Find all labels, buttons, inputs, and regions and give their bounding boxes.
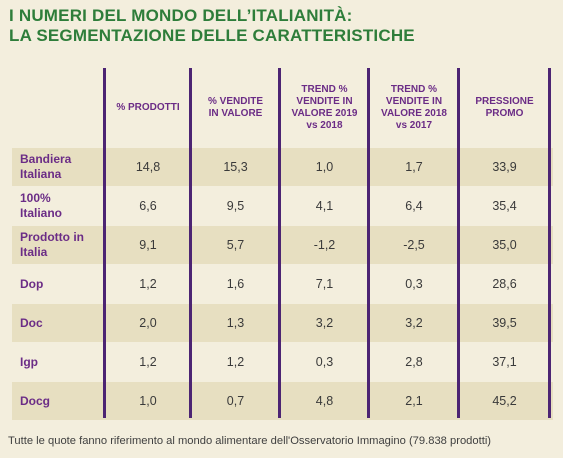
cell-value: 35,4 bbox=[492, 199, 517, 213]
title-line-1: I NUMERI DEL MONDO DELL’ITALIANITÀ: bbox=[9, 6, 353, 25]
cell-value: 0,7 bbox=[226, 394, 245, 408]
cell-value: -2,5 bbox=[403, 238, 425, 252]
cell-value: 35,0 bbox=[492, 238, 517, 252]
cell-value: 2,8 bbox=[405, 355, 423, 369]
cell-value: 1,6 bbox=[226, 277, 245, 291]
cell-value: 14,8 bbox=[135, 160, 161, 174]
row-label: Docg bbox=[20, 393, 50, 408]
row-label: Doc bbox=[20, 315, 43, 330]
header-cell-vendite-valore: % VENDITE IN VALORE bbox=[207, 96, 263, 119]
row-label: Igp bbox=[20, 354, 38, 369]
cell-value: 39,5 bbox=[492, 316, 517, 330]
table-row: Dop 1,2 1,6 7,1 0,3 28,6 bbox=[12, 265, 553, 303]
cell-value: 15,3 bbox=[223, 160, 248, 174]
cell-value: 1,0 bbox=[315, 160, 334, 174]
cell-value: 0,3 bbox=[315, 355, 334, 369]
cell-value: 4,8 bbox=[315, 394, 334, 408]
column-divider bbox=[278, 68, 281, 418]
cell-value: 6,4 bbox=[405, 199, 423, 213]
cell-value: 0,3 bbox=[405, 277, 423, 291]
cell-value: 1,0 bbox=[139, 394, 157, 408]
table-row: Igp 1,2 1,2 0,3 2,8 37,1 bbox=[12, 343, 553, 381]
cell-value: 9,5 bbox=[226, 199, 245, 213]
row-label: Dop bbox=[20, 276, 44, 291]
cell-value: 1,7 bbox=[405, 160, 423, 174]
page-title: I NUMERI DEL MONDO DELL’ITALIANITÀ: LA S… bbox=[9, 6, 415, 46]
row-label: Prodotto in Italia bbox=[20, 230, 84, 259]
cell-value: 9,1 bbox=[139, 238, 157, 252]
cell-value: 28,6 bbox=[492, 277, 517, 291]
header-cell-trend-2018: TREND % VENDITE IN VALORE 2018 vs 2017 bbox=[381, 84, 447, 131]
column-divider bbox=[367, 68, 370, 418]
cell-value: 3,2 bbox=[405, 316, 423, 330]
row-label: 100% Italiano bbox=[20, 191, 63, 220]
column-divider bbox=[548, 68, 551, 418]
table-row: Bandiera Italiana 14,8 15,3 1,0 1,7 33,9 bbox=[12, 148, 553, 186]
cell-value: 2,1 bbox=[405, 394, 423, 408]
cell-value: 1,3 bbox=[226, 316, 245, 330]
cell-value: 5,7 bbox=[226, 238, 245, 252]
cell-value: 1,2 bbox=[139, 277, 157, 291]
header-cell-trend-2019: TREND % VENDITE IN VALORE 2019 vs 2018 bbox=[291, 84, 358, 131]
cell-value: 1,2 bbox=[226, 355, 245, 369]
title-line-2: LA SEGMENTAZIONE DELLE CARATTERISTICHE bbox=[9, 26, 415, 45]
table-row: 100% Italiano 6,6 9,5 4,1 6,4 35,4 bbox=[12, 187, 553, 225]
cell-value: 6,6 bbox=[139, 199, 157, 213]
table-header: % PRODOTTI % VENDITE IN VALORE TREND % VEN… bbox=[12, 72, 553, 144]
cell-value: 7,1 bbox=[315, 277, 334, 291]
table-row: Docg 1,0 0,7 4,8 2,1 45,2 bbox=[12, 382, 553, 420]
column-divider bbox=[457, 68, 460, 418]
table-row: Doc 2,0 1,3 3,2 3,2 39,5 bbox=[12, 304, 553, 342]
cell-value: 4,1 bbox=[315, 199, 334, 213]
footnote: Tutte le quote fanno riferimento al mond… bbox=[8, 435, 492, 447]
cell-value: 33,9 bbox=[492, 160, 517, 174]
cell-value: 2,0 bbox=[139, 316, 157, 330]
cell-value: 37,1 bbox=[492, 355, 517, 369]
cell-value: 3,2 bbox=[315, 316, 334, 330]
header-cell-prodotti: % PRODOTTI bbox=[116, 102, 180, 113]
cell-value: -1,2 bbox=[313, 238, 336, 252]
row-label: Bandiera Italiana bbox=[20, 152, 72, 181]
column-divider bbox=[189, 68, 192, 418]
cell-value: 1,2 bbox=[139, 355, 157, 369]
header-cell-pressione-promo: PRESSIONE PROMO bbox=[475, 96, 534, 119]
cell-value: 45,2 bbox=[492, 394, 517, 408]
column-divider bbox=[103, 68, 106, 418]
segmentation-table: % PRODOTTI % VENDITE IN VALORE TREND % VEN… bbox=[12, 68, 553, 422]
table-row: Prodotto in Italia 9,1 5,7 -1,2 -2,5 35,0 bbox=[12, 226, 553, 264]
